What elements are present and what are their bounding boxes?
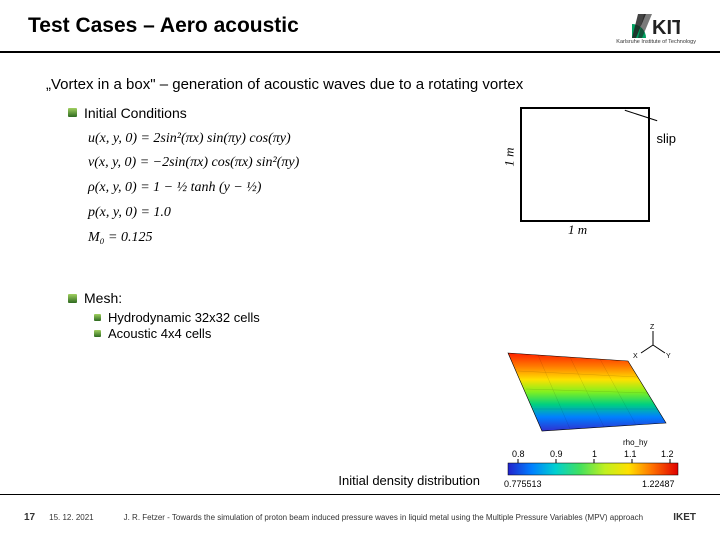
colorbar — [508, 463, 678, 475]
height-dim: 1 m — [502, 147, 518, 166]
kit-logo-icon: KIT — [632, 14, 680, 38]
slide-subtitle: „Vortex in a box" – generation of acoust… — [46, 75, 692, 95]
kit-logo: KIT Karlsruhe Institute of Technology — [616, 14, 696, 45]
y-axis-label: Y — [666, 353, 671, 360]
slide-title: Test Cases – Aero acoustic — [28, 14, 299, 38]
colorbar-ticks: 0.8 0.9 1 1.1 1.2 — [512, 449, 674, 463]
footer-citation: J. R. Fetzer - Towards the simulation of… — [118, 513, 674, 523]
mesh-label: Mesh: — [84, 290, 122, 306]
bullet-icon — [68, 294, 77, 303]
colorbar-var: rho_hy — [623, 438, 647, 447]
svg-text:0.9: 0.9 — [550, 449, 563, 459]
bullet-icon — [94, 314, 101, 321]
domain-diagram: slip 1 m 1 m — [520, 107, 690, 257]
z-axis-label: Z — [650, 324, 655, 331]
width-dim: 1 m — [568, 222, 587, 238]
svg-text:1: 1 — [592, 449, 597, 459]
mesh-text: Hydrodynamic 32x32 cells — [108, 310, 260, 325]
x-axis-label: X — [633, 353, 638, 360]
slide-footer: 17 15. 12. 2021 J. R. Fetzer - Towards t… — [0, 494, 720, 540]
svg-text:1.1: 1.1 — [624, 449, 637, 459]
density-caption: Initial density distribution — [338, 473, 480, 488]
colorbar-max: 1.22487 — [642, 479, 675, 489]
footer-date: 15. 12. 2021 — [49, 513, 93, 522]
page-number: 17 — [24, 512, 35, 523]
colorbar-min: 0.775513 — [504, 479, 542, 489]
density-plot: Z Y X — [498, 323, 688, 493]
axes-triad: Z Y X — [633, 324, 671, 360]
footer-institute: IKET — [673, 512, 696, 523]
initial-conditions-label: Initial Conditions — [84, 105, 187, 121]
mesh-text: Acoustic 4x4 cells — [108, 326, 211, 341]
bullet-icon — [68, 108, 77, 117]
slip-label: slip — [656, 131, 676, 146]
svg-text:0.8: 0.8 — [512, 449, 525, 459]
svg-text:KIT: KIT — [652, 17, 680, 38]
svg-text:1.2: 1.2 — [661, 449, 674, 459]
logo-subtext: Karlsruhe Institute of Technology — [616, 39, 696, 45]
bullet-icon — [94, 330, 101, 337]
